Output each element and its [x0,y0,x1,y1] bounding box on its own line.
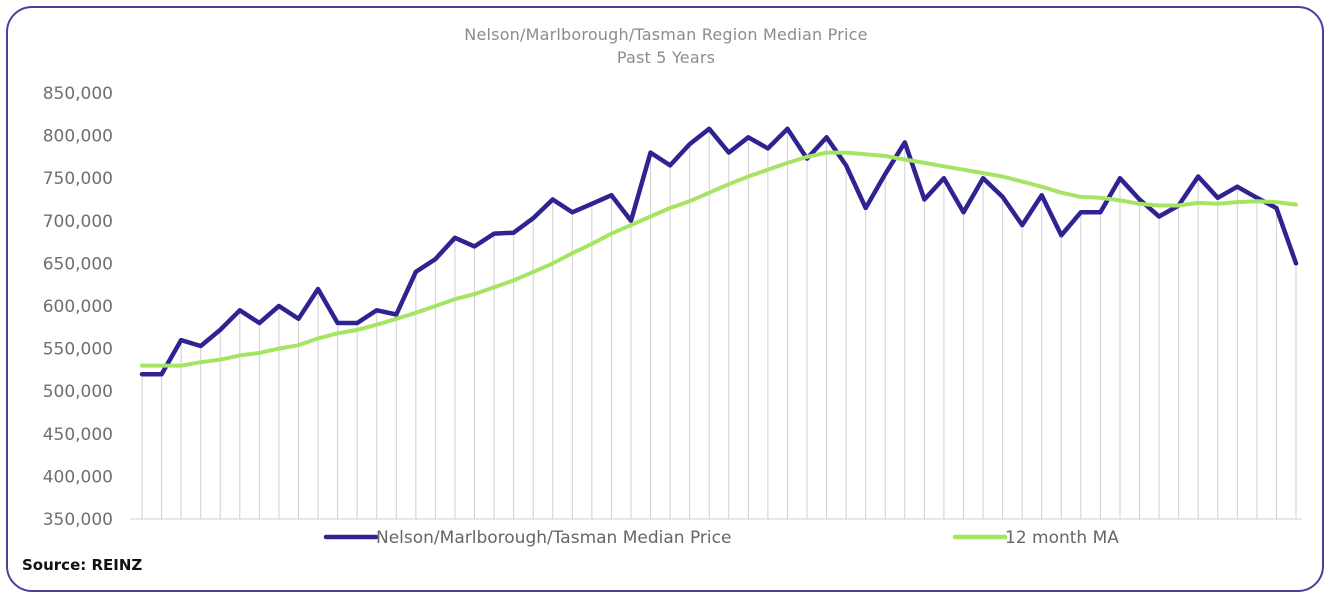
chart-frame [6,6,1324,592]
series-line-12-month-ma [140,150,1298,368]
chart-title: Nelson/Marlborough/Tasman Region Median … [464,25,868,44]
y-tick-label: 400,000 [43,467,113,487]
y-tick-label: 500,000 [43,382,113,402]
y-tick-label: 850,000 [43,84,113,104]
legend-label: Nelson/Marlborough/Tasman Median Price [376,528,731,548]
y-tick-label: 450,000 [43,425,113,445]
y-tick-label: 650,000 [43,254,113,274]
series-line-median-price [139,126,1299,377]
chart-subtitle: Past 5 Years [616,48,716,67]
y-tick-label: 700,000 [43,212,113,232]
source-note: Source: REINZ [22,556,143,574]
legend-label: 12 month MA [1005,528,1119,548]
y-tick-label: 600,000 [43,297,113,317]
y-tick-label: 800,000 [43,127,113,147]
y-tick-label: 350,000 [43,510,113,530]
y-tick-label: 550,000 [43,340,113,360]
y-tick-label: 750,000 [43,169,113,189]
